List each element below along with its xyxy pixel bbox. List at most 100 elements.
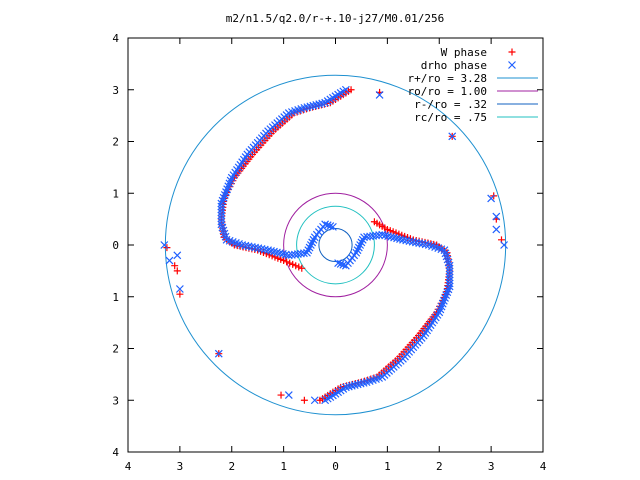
drho-phase-point xyxy=(217,217,226,226)
w-phase-point xyxy=(286,259,294,267)
w-phase-point xyxy=(300,396,308,404)
drho-phase-point xyxy=(350,381,359,390)
legend-label: ro/ro = 1.00 xyxy=(408,85,487,98)
w-phase-point xyxy=(176,290,184,298)
drho-phase-point xyxy=(323,221,332,230)
legend-label: W phase xyxy=(441,46,487,59)
drho-phase-point xyxy=(341,261,350,270)
drho-phase-point xyxy=(359,378,368,387)
legend-marker xyxy=(508,61,516,69)
drho-phase-point xyxy=(487,194,496,203)
x-axis-ticks: 4 3 2 1 0 1 2 3 4 xyxy=(125,38,547,473)
radius-circle xyxy=(164,74,507,416)
x-tick-label: 1 xyxy=(280,460,287,473)
legend-label: rc/ro = .75 xyxy=(414,111,487,124)
drho-phase-point xyxy=(315,100,324,109)
w-phase-point xyxy=(277,391,285,399)
w-phase-point xyxy=(171,262,179,270)
reference-circles xyxy=(164,74,507,416)
chart-title: m2/n1.5/q2.0/r-+.10-j27/M0.01/256 xyxy=(226,12,445,25)
drho-phase-point xyxy=(375,91,384,99)
drho-phase-point xyxy=(278,249,287,258)
drho-phase-point xyxy=(339,260,348,269)
w-phase-point xyxy=(298,264,306,272)
drho-phase-point xyxy=(306,102,315,111)
radius-circle xyxy=(283,192,388,298)
drho-phase-point xyxy=(492,225,501,234)
legend-label: r+/ro = 3.28 xyxy=(408,72,487,85)
drho-phase-point xyxy=(175,285,184,293)
w-phase-point xyxy=(173,267,181,275)
drho-phase-point xyxy=(160,241,169,249)
drho-phase-point xyxy=(445,276,454,285)
w-phase-point xyxy=(280,257,288,265)
drho-phase-point xyxy=(217,214,226,223)
x-tick-label: 3 xyxy=(488,460,495,473)
drho-phase-point xyxy=(347,381,356,390)
data-points xyxy=(160,85,509,405)
drho-phase-point xyxy=(500,241,509,249)
drho-phase-point xyxy=(390,233,398,242)
x-tick-label: 1 xyxy=(384,460,391,473)
radius-circle xyxy=(296,205,375,285)
w-phase-point xyxy=(370,218,378,226)
drho-phase-point xyxy=(321,98,330,107)
legend-label: r-/ro = .32 xyxy=(414,98,487,111)
drho-phase-point xyxy=(284,391,293,399)
drho-phase-point xyxy=(217,199,226,208)
drho-phase-point xyxy=(264,246,272,255)
drho-phase-point xyxy=(445,282,454,291)
drho-phase-point xyxy=(165,256,174,265)
drho-phase-point xyxy=(356,379,365,388)
x-tick-label: 0 xyxy=(332,460,339,473)
drho-phase-point xyxy=(381,231,390,240)
drho-phase-point xyxy=(387,232,396,241)
drho-phase-point xyxy=(445,264,454,273)
w-phase-point xyxy=(292,262,300,270)
y-tick-label: 4 xyxy=(112,32,119,45)
drho-phase-point xyxy=(396,235,404,244)
drho-phase-point xyxy=(353,380,362,389)
drho-phase-point xyxy=(270,247,278,256)
drho-phase-point xyxy=(334,259,343,268)
y-axis-ticks: 4 3 2 1 0 1 2 3 4 xyxy=(112,32,543,459)
x-tick-label: 4 xyxy=(125,460,132,473)
drho-phase-point xyxy=(303,103,312,112)
drho-phase-point xyxy=(341,383,350,392)
y-tick-label: 2 xyxy=(112,136,119,149)
drho-phase-point xyxy=(336,260,345,268)
drho-phase-point xyxy=(267,246,275,255)
y-tick-label: 1 xyxy=(112,187,119,200)
drho-phase-point xyxy=(393,234,401,243)
drho-phase-point xyxy=(321,220,330,229)
drho-phase-point xyxy=(344,382,353,391)
y-tick-label: 4 xyxy=(112,446,119,459)
drho-phase-point xyxy=(445,270,454,279)
x-tick-label: 2 xyxy=(228,460,235,473)
drho-phase-point xyxy=(448,132,457,141)
y-tick-label: 3 xyxy=(112,84,119,97)
w-phase-point xyxy=(283,258,291,266)
drho-phase-point xyxy=(492,212,501,221)
y-tick-label: 3 xyxy=(112,394,119,407)
drho-phase-point xyxy=(217,205,226,214)
drho-phase-point xyxy=(384,232,393,241)
drho-phase-point xyxy=(309,101,318,110)
drho-phase-point xyxy=(326,222,335,230)
w-phase-point xyxy=(295,263,303,271)
drho-phase-point xyxy=(312,100,321,109)
drho-phase-point xyxy=(310,396,319,405)
drho-phase-point xyxy=(445,267,454,276)
y-tick-label: 2 xyxy=(112,343,119,356)
drho-phase-point xyxy=(281,250,290,259)
w-phase-point xyxy=(289,260,297,268)
drho-phase-point xyxy=(217,202,226,211)
legend-marker xyxy=(508,48,516,56)
radius-circle xyxy=(318,227,353,263)
drho-phase-point xyxy=(445,279,454,288)
y-tick-label: 0 xyxy=(112,239,119,252)
drho-phase-point xyxy=(273,248,281,257)
drho-phase-point xyxy=(217,211,226,220)
x-tick-label: 4 xyxy=(540,460,547,473)
